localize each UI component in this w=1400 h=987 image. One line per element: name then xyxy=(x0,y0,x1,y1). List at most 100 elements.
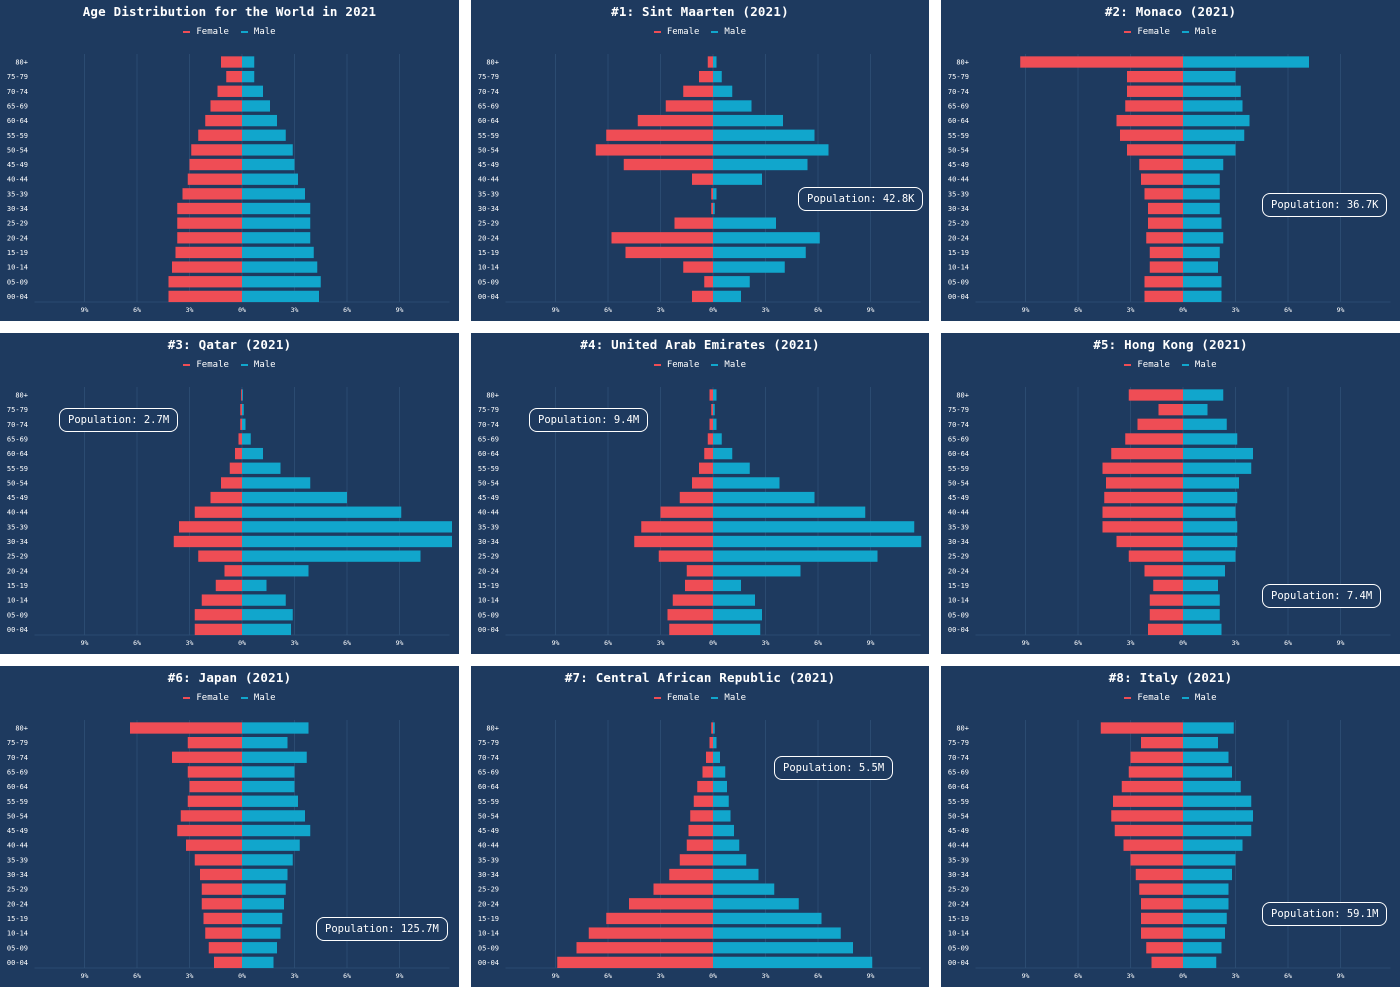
male-bar xyxy=(1183,188,1220,200)
legend-label-female: Female xyxy=(1137,693,1170,703)
y-tick-label: 70-74 xyxy=(478,754,499,762)
male-bar xyxy=(242,722,309,734)
female-bar xyxy=(240,404,242,416)
male-bar xyxy=(242,158,295,171)
x-tick-label: 3% xyxy=(291,639,299,647)
x-tick-label: 9% xyxy=(1337,639,1345,647)
female-bar xyxy=(191,144,242,156)
male-bar xyxy=(1183,912,1227,925)
female-bar xyxy=(177,217,242,229)
female-bar xyxy=(1104,491,1183,504)
male-bar xyxy=(713,883,775,895)
female-bar xyxy=(201,898,242,910)
y-tick-label: 35-39 xyxy=(948,856,969,864)
male-bar xyxy=(242,290,319,303)
male-bar xyxy=(713,737,717,749)
y-tick-label: 05-09 xyxy=(7,611,28,619)
y-tick-label: 75-79 xyxy=(948,739,969,747)
female-bar xyxy=(217,85,242,97)
male-bar xyxy=(1183,737,1218,749)
female-bar xyxy=(711,722,713,734)
female-bar xyxy=(240,418,242,430)
legend: Female Male xyxy=(0,692,459,703)
legend-item-female: Female xyxy=(183,693,229,703)
female-bar xyxy=(634,535,713,548)
x-tick-label: 3% xyxy=(1127,306,1135,314)
female-bar xyxy=(711,404,713,416)
male-bar xyxy=(713,246,806,259)
y-tick-label: 55-59 xyxy=(948,132,969,140)
y-tick-label: 20-24 xyxy=(7,900,28,908)
x-tick-label: 9% xyxy=(1022,639,1030,647)
legend-item-female: Female xyxy=(183,360,229,370)
male-bar xyxy=(242,521,452,533)
x-tick-label: 6% xyxy=(343,972,351,980)
y-tick-label: 75-79 xyxy=(7,406,28,414)
female-bar xyxy=(672,594,713,606)
male-bar xyxy=(1183,477,1239,489)
y-tick-label: 25-29 xyxy=(948,553,969,561)
x-tick-label: 9% xyxy=(867,306,875,314)
y-tick-label: 35-39 xyxy=(478,856,499,864)
y-tick-label: 25-29 xyxy=(948,220,969,228)
male-bar xyxy=(1183,751,1229,763)
x-tick-label: 6% xyxy=(1074,972,1082,980)
legend-swatch-female xyxy=(1124,697,1132,699)
legend-label-female: Female xyxy=(666,693,700,703)
x-tick-label: 9% xyxy=(81,306,89,314)
y-tick-label: 70-74 xyxy=(478,421,499,429)
male-bar xyxy=(1183,173,1220,185)
female-bar xyxy=(1123,839,1183,851)
female-bar xyxy=(179,521,242,533)
female-bar xyxy=(707,433,713,445)
male-bar xyxy=(713,824,734,837)
female-bar xyxy=(194,609,242,621)
y-tick-label: 45-49 xyxy=(478,161,499,169)
y-tick-label: 20-24 xyxy=(478,900,499,908)
male-bar xyxy=(713,839,740,851)
y-tick-label: 25-29 xyxy=(948,886,969,894)
female-bar xyxy=(215,579,242,592)
female-bar xyxy=(168,276,242,288)
male-bar xyxy=(713,447,733,460)
x-tick-label: 0% xyxy=(709,639,717,647)
female-bar xyxy=(229,462,242,474)
x-tick-label: 6% xyxy=(814,639,822,647)
y-tick-label: 10-14 xyxy=(7,264,28,272)
y-tick-label: 15-19 xyxy=(7,582,28,590)
male-bar xyxy=(242,766,295,778)
x-tick-label: 6% xyxy=(343,639,351,647)
female-bar xyxy=(1148,202,1183,215)
female-bar xyxy=(1149,594,1183,606)
female-bar xyxy=(669,868,713,881)
female-bar xyxy=(177,824,242,837)
male-bar xyxy=(1183,261,1218,273)
y-tick-label: 45-49 xyxy=(7,827,28,835)
female-bar xyxy=(200,868,242,881)
y-tick-label: 10-14 xyxy=(478,930,499,938)
population-badge: Population: 5.5M xyxy=(774,756,894,780)
legend-swatch-male xyxy=(711,697,719,699)
y-tick-label: 55-59 xyxy=(7,465,28,473)
male-bar xyxy=(1183,565,1225,577)
y-tick-label: 25-29 xyxy=(7,553,28,561)
population-pyramid-panel: #2: Monaco (2021) Female Male 00-04 05-09 10-… xyxy=(941,0,1400,321)
female-bar xyxy=(1102,506,1183,518)
male-bar xyxy=(1183,623,1222,636)
population-badge: Population: 59.1M xyxy=(1262,902,1388,926)
male-bar xyxy=(1183,927,1225,939)
legend-label-female: Female xyxy=(1137,27,1170,37)
y-tick-label: 10-14 xyxy=(7,597,28,605)
y-tick-label: 15-19 xyxy=(478,582,499,590)
y-tick-label: 15-19 xyxy=(478,249,499,257)
male-bar xyxy=(713,521,915,533)
chart-title: #4: United Arab Emirates (2021) xyxy=(580,337,820,352)
female-bar xyxy=(683,261,713,273)
male-bar xyxy=(1183,158,1224,171)
female-bar xyxy=(1149,261,1183,273)
male-bar xyxy=(713,71,722,83)
y-tick-label: 30-34 xyxy=(478,205,499,213)
female-bar xyxy=(172,261,242,273)
male-bar xyxy=(713,766,726,778)
y-tick-label: 60-64 xyxy=(7,117,28,125)
